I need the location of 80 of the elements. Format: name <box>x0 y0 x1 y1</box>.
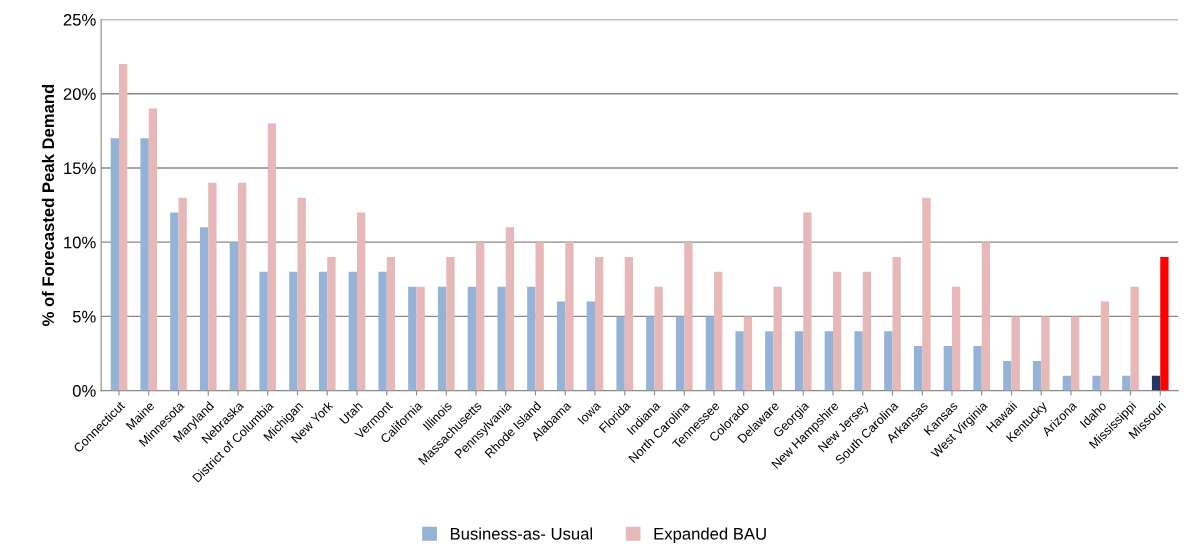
y-tick-label: 15% <box>64 162 96 175</box>
bar <box>527 286 536 391</box>
bar <box>1071 316 1080 391</box>
bar <box>973 346 982 391</box>
bar <box>289 271 298 391</box>
bar <box>259 271 268 391</box>
bar <box>803 212 812 391</box>
y-tick-label: 25% <box>63 13 96 26</box>
bar <box>616 316 625 391</box>
bar <box>922 197 931 391</box>
bar <box>1011 316 1020 391</box>
bar <box>327 257 336 391</box>
bar <box>148 108 158 391</box>
bar <box>199 227 209 391</box>
bar <box>675 316 685 391</box>
bar <box>416 286 425 391</box>
bar <box>1062 375 1071 391</box>
bar <box>735 331 744 391</box>
bar <box>297 197 306 391</box>
bar <box>318 271 328 391</box>
bar <box>1122 375 1131 391</box>
bar <box>884 331 893 391</box>
y-axis-title: % of Forecasted Peak Demand <box>41 84 55 326</box>
bar <box>1003 360 1012 391</box>
bar <box>497 286 506 391</box>
bar <box>357 212 366 391</box>
legend-label: Expanded BAU <box>654 527 766 543</box>
bar <box>565 242 574 391</box>
bar <box>267 123 277 391</box>
bar <box>208 182 217 391</box>
bar <box>467 286 476 391</box>
bar <box>178 197 187 391</box>
bar <box>943 346 952 391</box>
bar <box>140 138 149 391</box>
bar <box>646 316 655 391</box>
bar <box>743 316 753 391</box>
bar <box>535 242 544 391</box>
bar <box>437 286 447 391</box>
bar <box>1032 360 1042 391</box>
bar <box>981 242 991 391</box>
bar <box>714 271 723 391</box>
bar <box>238 182 247 391</box>
bar <box>765 331 774 391</box>
bar <box>1100 301 1110 391</box>
bar <box>862 271 872 391</box>
bar <box>952 286 961 391</box>
bar <box>505 227 515 391</box>
bar <box>586 301 595 391</box>
bar <box>1160 257 1169 391</box>
bar <box>773 286 782 391</box>
bar <box>892 257 901 391</box>
bar <box>794 331 804 391</box>
bar <box>1041 316 1050 391</box>
y-tick-label: 0% <box>72 385 96 397</box>
bar <box>119 64 128 391</box>
bar <box>705 316 714 391</box>
legend-label: Business-as- Usual <box>450 527 593 540</box>
bar <box>378 271 387 391</box>
y-tick-label: 20% <box>63 88 96 100</box>
y-tick-label: 5% <box>72 310 96 323</box>
bar <box>1130 286 1139 391</box>
y-tick-label: 10% <box>64 236 96 249</box>
bar <box>1092 375 1101 391</box>
bar <box>446 257 455 391</box>
bar <box>595 257 604 391</box>
bar <box>408 286 417 391</box>
bar <box>684 242 693 391</box>
bar <box>170 212 179 391</box>
bar <box>624 257 634 391</box>
bar <box>854 331 863 391</box>
bar <box>110 138 119 391</box>
bar <box>476 242 485 391</box>
bar <box>833 271 842 391</box>
bar <box>824 331 833 391</box>
bar <box>556 301 566 391</box>
bar <box>348 271 357 391</box>
bar <box>654 286 663 391</box>
bar <box>913 346 923 391</box>
bar <box>229 242 238 391</box>
bar <box>386 257 396 391</box>
